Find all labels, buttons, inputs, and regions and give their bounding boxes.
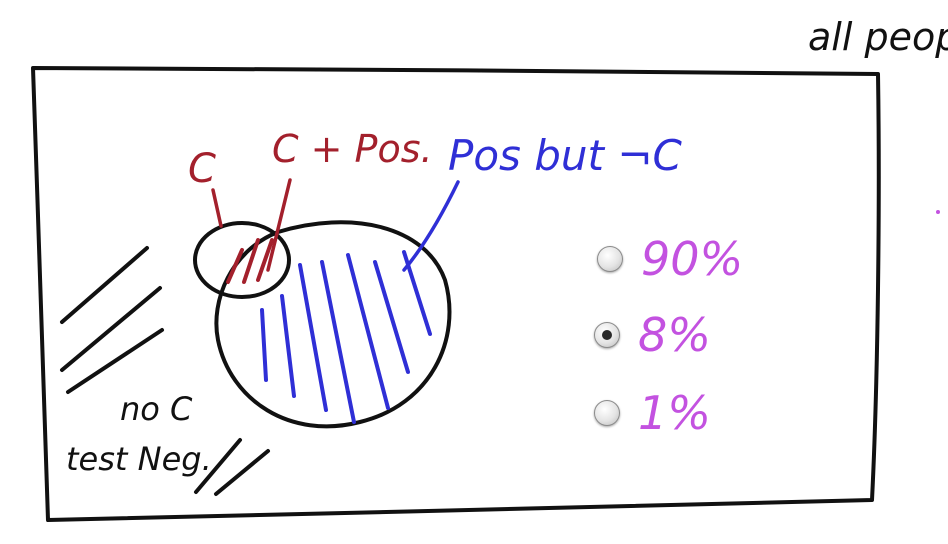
option-label-90: 90% bbox=[641, 232, 744, 286]
no-c-hatching bbox=[60, 246, 270, 496]
stray-dot bbox=[936, 210, 940, 214]
population-rectangle bbox=[31, 66, 881, 522]
positive-test-ellipse bbox=[214, 220, 452, 429]
label-c-pos: C + Pos. bbox=[272, 127, 433, 171]
c-pos-hatching bbox=[226, 238, 274, 284]
radio-button-1[interactable] bbox=[594, 400, 620, 426]
pos-not-c-hatching bbox=[260, 250, 432, 424]
label-c: C bbox=[188, 146, 216, 192]
radio-button-90[interactable] bbox=[597, 246, 623, 272]
label-test-neg: test Neg. bbox=[66, 440, 212, 478]
quiz-option-90[interactable]: 90% bbox=[597, 236, 743, 282]
label-pos-not-c: Pos but ¬C bbox=[448, 131, 683, 180]
label-no-c: no C bbox=[120, 390, 193, 428]
pointer-lines bbox=[211, 178, 460, 272]
quiz-option-1[interactable]: 1% bbox=[594, 390, 711, 436]
option-label-1: 1% bbox=[638, 386, 711, 440]
quiz-option-8[interactable]: 8% bbox=[594, 312, 711, 358]
corner-label: all peop bbox=[808, 15, 948, 59]
radio-button-8-selected[interactable] bbox=[594, 322, 620, 348]
option-label-8: 8% bbox=[638, 308, 711, 362]
cancer-ellipse bbox=[193, 221, 291, 299]
